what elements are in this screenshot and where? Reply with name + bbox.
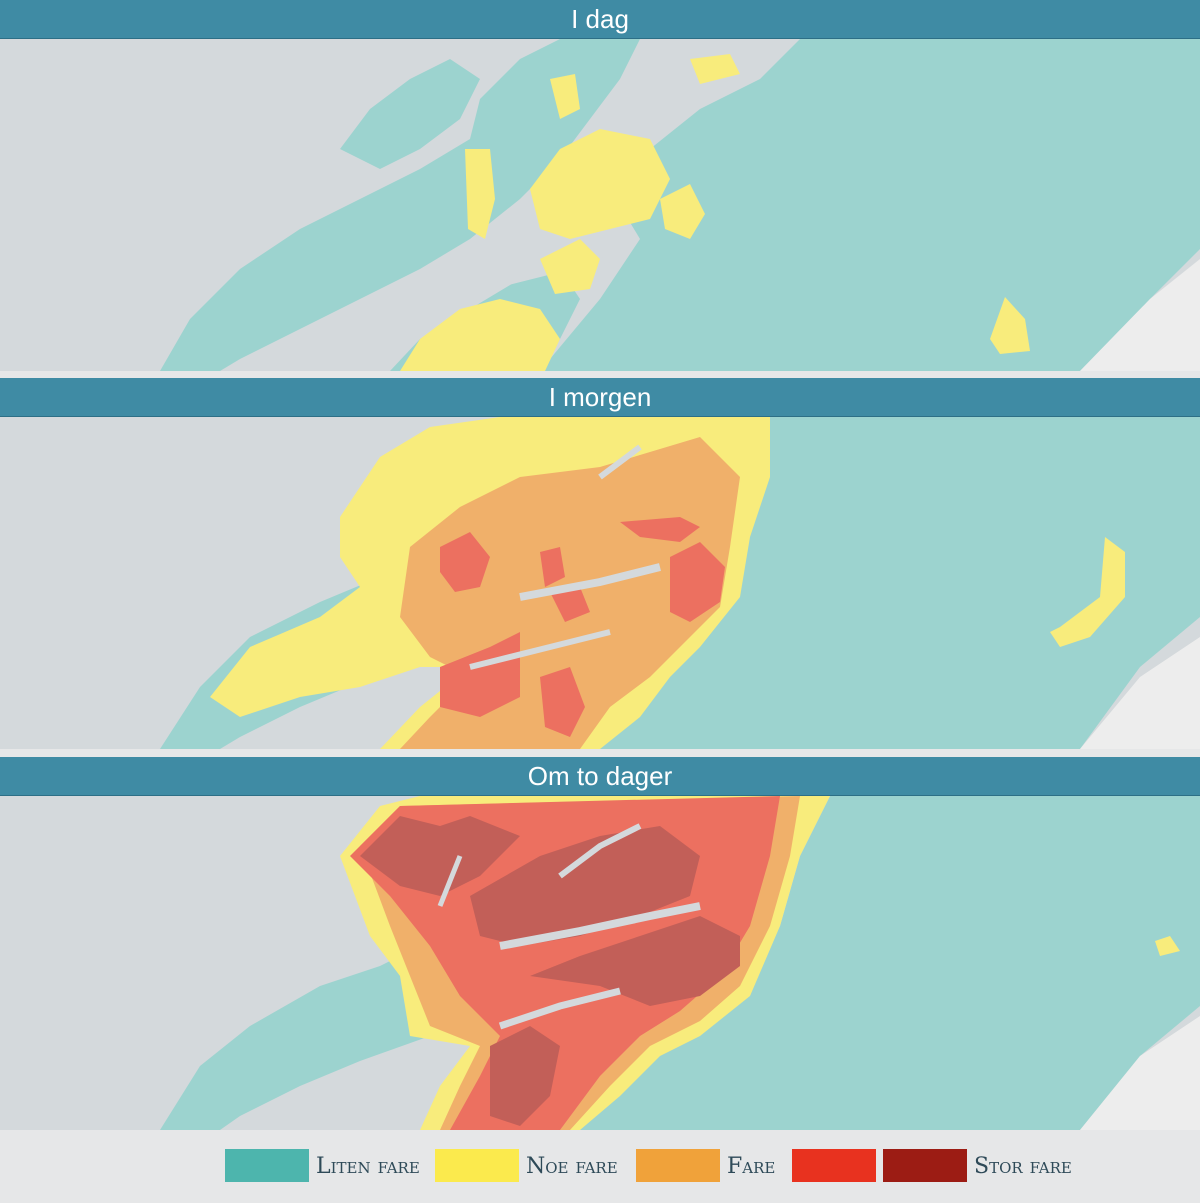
map-two-days[interactable] [0,796,1200,1130]
legend-label-moderate: Noe fare [526,1154,618,1179]
legend: Liten fare Noe fare Fare Stor fare [0,1130,1200,1203]
legend-swatch-low [225,1149,309,1182]
legend-swatch-high [792,1149,876,1182]
map-tomorrow[interactable] [0,417,1200,749]
legend-label-low: Liten fare [316,1154,420,1179]
panel-title-today: I dag [0,0,1200,39]
legend-swatch-considerable [636,1149,720,1182]
legend-swatch-very-high [883,1149,967,1182]
legend-label-very-high: Stor fare [974,1154,1072,1179]
legend-label-considerable: Fare [727,1154,776,1179]
map-today[interactable] [0,39,1200,371]
panel-title-two-days: Om to dager [0,757,1200,796]
legend-swatch-moderate [435,1149,519,1182]
panel-title-tomorrow: I morgen [0,378,1200,417]
